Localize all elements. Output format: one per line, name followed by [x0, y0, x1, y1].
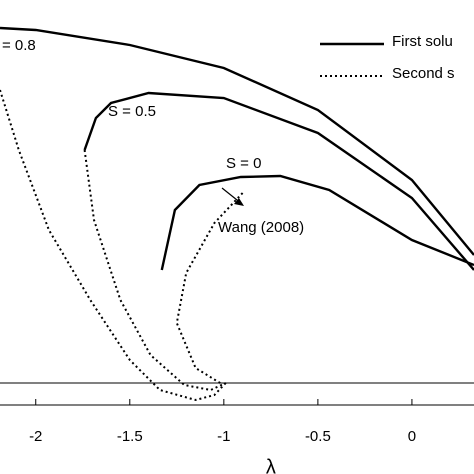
data-line [83, 149, 227, 392]
annotation: S = 0.5 [108, 103, 156, 120]
legend-label: Second s [392, 65, 455, 82]
data-line [0, 89, 227, 402]
x-tick-label: -2 [29, 428, 42, 445]
x-tick-label: -1 [217, 428, 230, 445]
data-line [83, 91, 474, 271]
x-tick-label: 0 [408, 428, 416, 445]
annotation: = 0.8 [2, 37, 36, 54]
x-tick-label: -1.5 [117, 428, 143, 445]
annotation: S = 0 [226, 155, 261, 172]
legend-label: First solu [392, 33, 453, 50]
annotation: Wang (2008) [218, 219, 304, 236]
annotation-arrowhead [234, 198, 244, 206]
x-tick-label: -0.5 [305, 428, 331, 445]
data-line [0, 26, 474, 256]
data-line [160, 174, 474, 271]
x-axis-label: λ [266, 456, 276, 474]
